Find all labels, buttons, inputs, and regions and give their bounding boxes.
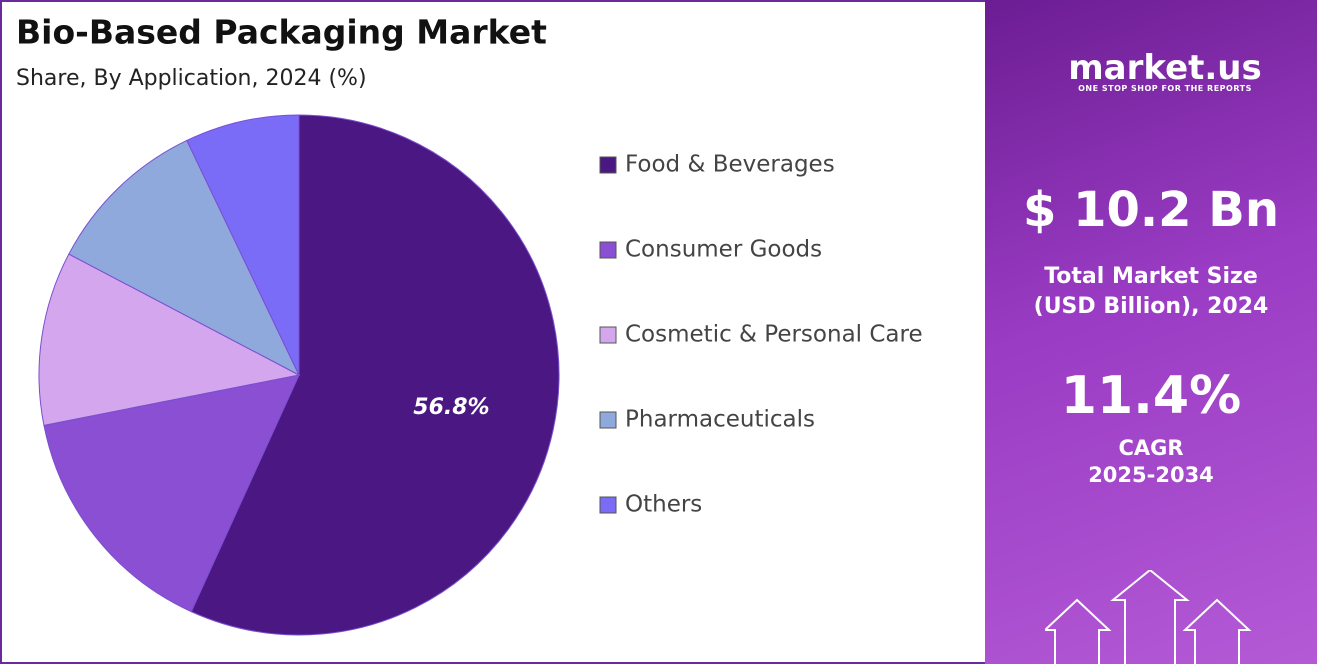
legend-swatch: [599, 326, 617, 344]
pie-slice: [186, 114, 300, 376]
legend-swatch: [599, 156, 617, 174]
pie-slice: [190, 114, 560, 636]
legend-label: Pharmaceuticals: [625, 407, 815, 433]
chart-title: Bio-Based Packaging Market: [16, 13, 547, 52]
slice-label: 56.8%: [413, 395, 489, 420]
brand-logo: market.us: [1068, 48, 1262, 88]
cagr-period: 2025-2034: [1088, 463, 1214, 487]
legend-label: Others: [625, 492, 702, 518]
brand-tagline: ONE STOP SHOP FOR THE REPORTS: [1078, 84, 1252, 93]
cagr-label: CAGR: [1118, 436, 1184, 460]
legend-swatch: [599, 241, 617, 259]
arrows-decoration: [1045, 570, 1252, 664]
chart: Bio-Based Packaging Market Share, By App…: [16, 13, 923, 636]
pie-slice: [38, 253, 301, 426]
market-size-label: (USD Billion), 2024: [1033, 294, 1269, 319]
legend-swatch: [599, 411, 617, 429]
market-size: $ 10.2 Bn: [1022, 182, 1279, 238]
legend-label: Cosmetic & Personal Care: [625, 322, 923, 348]
legend-label: Food & Beverages: [625, 152, 835, 178]
info-panel: market.us ONE STOP SHOP FOR THE REPORTS …: [985, 0, 1317, 664]
chart-subtitle: Share, By Application, 2024 (%): [16, 66, 367, 91]
legend-label: Consumer Goods: [625, 237, 822, 263]
pie-slice: [68, 139, 301, 377]
legend-swatch: [599, 496, 617, 514]
cagr-value: 11.4%: [1060, 366, 1242, 426]
market-size-label: Total Market Size: [1044, 264, 1258, 289]
pie-slice: [43, 374, 300, 613]
chart-area: Bio-Based Packaging Market Share, By App…: [0, 0, 985, 664]
